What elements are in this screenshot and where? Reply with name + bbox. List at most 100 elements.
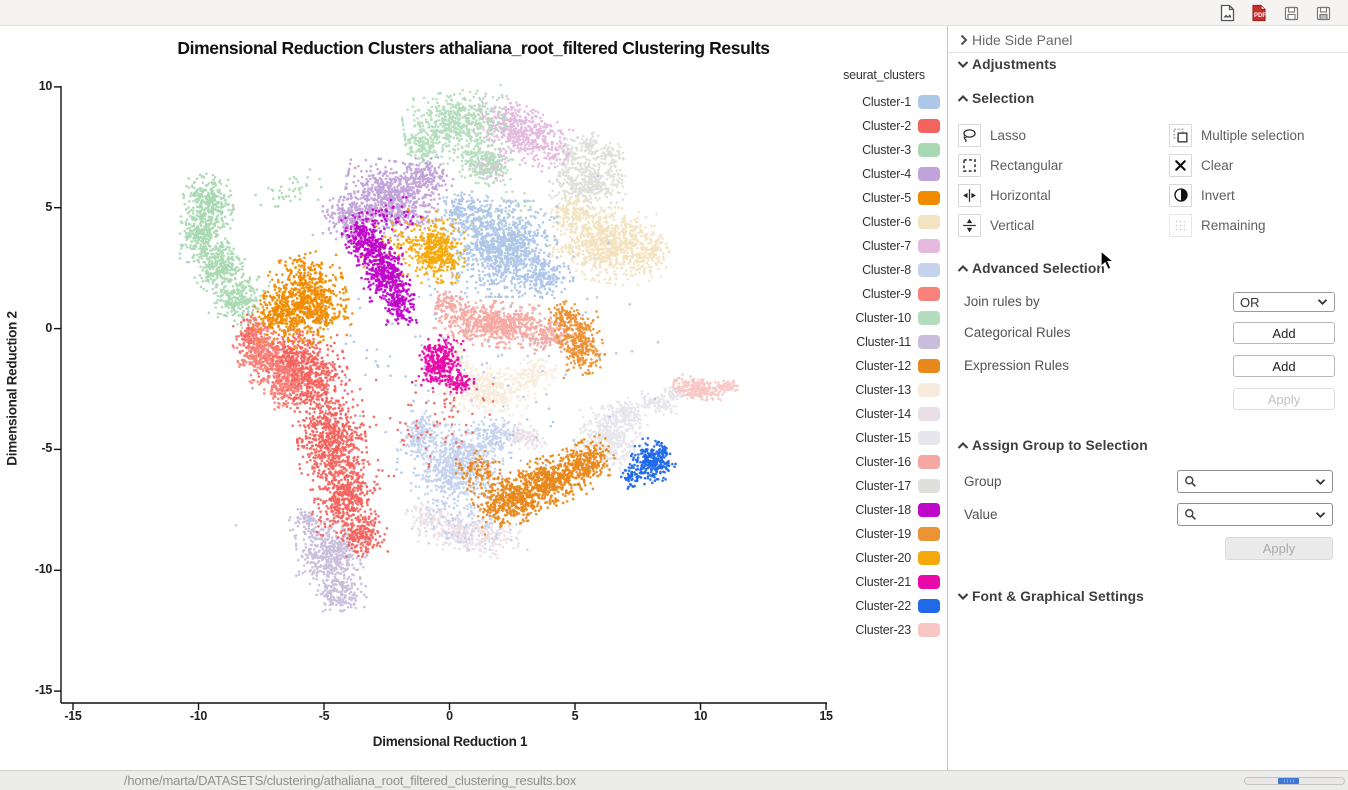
export-image-icon: [1220, 4, 1234, 22]
legend-label: Cluster-16: [855, 455, 911, 469]
legend-label: Cluster-11: [856, 335, 911, 349]
legend-item: Cluster-8: [828, 258, 940, 282]
invert-selection-tool-button[interactable]: Invert: [1169, 180, 1342, 210]
legend-item: Cluster-4: [828, 162, 940, 186]
legend-label: Cluster-22: [855, 599, 911, 613]
add-categorical-rule-button[interactable]: Add: [1233, 322, 1335, 344]
legend-swatch: [918, 455, 940, 469]
legend-label: Cluster-10: [855, 311, 911, 325]
scatter-plot-canvas[interactable]: [0, 26, 947, 770]
advanced-selection-section-header[interactable]: Advanced Selection: [948, 258, 1348, 278]
legend-item: Cluster-16: [828, 450, 940, 474]
plot-title: Dimensional Reduction Clusters athaliana…: [177, 38, 770, 58]
y-tick-label: 5: [45, 200, 52, 214]
selection-tools-grid: Lasso Multiple selection Rectangular Cle…: [958, 120, 1342, 240]
y-axis-title: Dimensional Reduction 2: [4, 311, 20, 466]
clear-selection-tool-button[interactable]: Clear: [1169, 150, 1342, 180]
legend-swatch: [918, 95, 940, 109]
group-combobox[interactable]: [1177, 470, 1333, 493]
legend-label: Cluster-14: [855, 407, 911, 421]
remaining-selection-tool-button[interactable]: Remaining: [1169, 210, 1342, 240]
hide-side-panel-button[interactable]: Hide Side Panel: [948, 28, 1348, 52]
legend-label: Cluster-23: [855, 623, 911, 637]
y-tick-label: 0: [45, 321, 52, 335]
legend-label: Cluster-1: [862, 95, 911, 109]
expression-rules-label: Expression Rules: [964, 358, 1070, 373]
apply-advanced-selection-button[interactable]: Apply: [1233, 388, 1335, 410]
legend-swatch: [918, 191, 940, 205]
save-button[interactable]: [1280, 3, 1302, 23]
chevron-down-icon: [954, 592, 972, 601]
group-label: Group: [964, 474, 1002, 489]
legend-item: Cluster-5: [828, 186, 940, 210]
export-pdf-button[interactable]: PDF: [1248, 3, 1270, 23]
legend-label: Cluster-13: [855, 383, 911, 397]
zoom-slider[interactable]: [1244, 777, 1345, 785]
assign-group-section-header[interactable]: Assign Group to Selection: [948, 435, 1348, 455]
legend-swatch: [918, 527, 940, 541]
clear-icon: [1169, 153, 1192, 177]
legend-item: Cluster-11: [828, 330, 940, 354]
legend-label: Cluster-21: [855, 575, 911, 589]
multiple-selection-tool-button[interactable]: Multiple selection: [1169, 120, 1342, 150]
legend-item: Cluster-6: [828, 210, 940, 234]
chevron-down-icon: [954, 60, 972, 69]
invert-icon: [1169, 183, 1192, 207]
legend-swatch: [918, 167, 940, 181]
join-rules-select[interactable]: OR: [1233, 292, 1335, 312]
plot-pane: Dimensional Reduction Clusters athaliana…: [0, 26, 947, 770]
legend-item: Cluster-20: [828, 546, 940, 570]
x-tick-label: 5: [571, 709, 579, 723]
value-combobox[interactable]: [1177, 503, 1333, 526]
legend-swatch: [918, 575, 940, 589]
y-tick-label: -15: [34, 683, 52, 697]
adjustments-header[interactable]: Adjustments: [948, 53, 1348, 76]
legend-item: Cluster-14: [828, 402, 940, 426]
legend-item: Cluster-12: [828, 354, 940, 378]
x-tick-label: -15: [64, 709, 82, 723]
horizontal-selection-icon: [958, 183, 981, 207]
legend-item: Cluster-18: [828, 498, 940, 522]
status-bar: /home/marta/DATASETS/clustering/athalian…: [0, 770, 1348, 790]
zoom-slider-thumb[interactable]: [1278, 778, 1299, 784]
export-image-button[interactable]: [1216, 3, 1238, 23]
save-icon: [1284, 6, 1298, 20]
apply-assign-group-button[interactable]: Apply: [1225, 537, 1333, 560]
font-graphical-settings-header[interactable]: Font & Graphical Settings: [948, 586, 1348, 606]
legend-item: Cluster-17: [828, 474, 940, 498]
vertical-selection-icon: [958, 213, 981, 237]
join-rules-label: Join rules by: [964, 294, 1040, 309]
x-tick-label: 15: [819, 709, 833, 723]
legend-swatch: [918, 263, 940, 277]
legend-label: Cluster-7: [862, 239, 911, 253]
legend-item: Cluster-13: [828, 378, 940, 402]
add-expression-rule-button[interactable]: Add: [1233, 355, 1335, 377]
x-axis-title: Dimensional Reduction 1: [372, 734, 528, 749]
search-icon: [1185, 476, 1196, 487]
legend-item: Cluster-2: [828, 114, 940, 138]
lasso-icon: [958, 123, 981, 147]
save-as-button[interactable]: [1312, 3, 1334, 23]
legend-swatch: [918, 143, 940, 157]
legend-item: Cluster-3: [828, 138, 940, 162]
legend-label: Cluster-20: [855, 551, 911, 565]
vertical-selection-tool-button[interactable]: Vertical: [958, 210, 1169, 240]
selection-section-header[interactable]: Selection: [948, 88, 1348, 108]
legend-swatch: [918, 335, 940, 349]
y-tick-label: -5: [41, 441, 52, 455]
rectangular-selection-icon: [958, 153, 981, 177]
chevron-up-icon: [954, 441, 972, 450]
save-as-icon: [1316, 6, 1330, 20]
legend-swatch: [918, 431, 940, 445]
lasso-tool-button[interactable]: Lasso: [958, 120, 1169, 150]
rectangular-tool-button[interactable]: Rectangular: [958, 150, 1169, 180]
legend-item: Cluster-19: [828, 522, 940, 546]
categorical-rules-label: Categorical Rules: [964, 325, 1071, 340]
horizontal-selection-tool-button[interactable]: Horizontal: [958, 180, 1169, 210]
chevron-down-icon: [1315, 511, 1326, 518]
chevron-down-icon: [1317, 299, 1328, 306]
value-label: Value: [964, 507, 998, 522]
legend-swatch: [918, 503, 940, 517]
legend-item: Cluster-21: [828, 570, 940, 594]
